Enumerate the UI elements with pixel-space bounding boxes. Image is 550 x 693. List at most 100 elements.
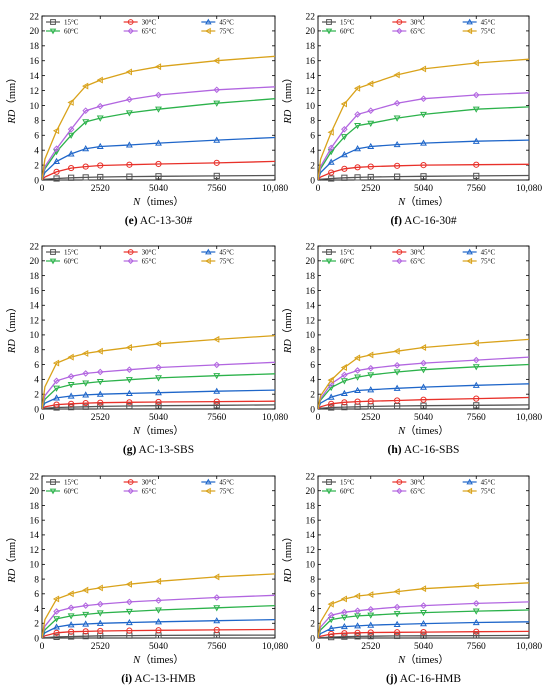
data-point [213,398,220,405]
y-axis-label: RD（mm） [282,302,294,354]
y-tick-label: 20 [306,257,316,267]
series-line [42,628,275,638]
data-point [341,371,348,379]
data-point [213,594,221,601]
data-point [341,126,348,133]
legend-marker [325,258,333,265]
legend: 15°C 30°C 45°C 60°C 65°C 75°C [322,19,495,36]
y-tick-label: 8 [310,575,315,585]
data-point [82,163,89,170]
series-2 [42,159,275,180]
y-axis-label: RD（mm） [282,72,294,124]
legend-label: 30°C [142,479,157,487]
y-tick-label: 20 [30,487,40,497]
y-tick-label: 6 [310,590,315,600]
data-point [420,383,427,390]
data-point [125,608,133,616]
data-point [367,173,374,181]
x-axis-label: N（times） [397,654,449,666]
series-4 [318,608,529,638]
legend-label: 15°C [64,479,79,487]
y-tick-label: 2 [310,620,315,630]
data-point [155,139,162,146]
x-tick-label: 2520 [91,413,110,423]
data-point [340,622,348,630]
y-axis-label: RD（mm） [6,531,18,583]
data-point [67,353,74,361]
data-point [67,373,75,380]
data-point [126,598,133,606]
legend-item: 65°C [123,488,157,496]
data-point [67,126,75,133]
legend-item: 45°C [201,249,234,257]
data-point [328,175,335,182]
legend: 15°C 30°C 45°C 60°C 65°C 75°C [46,19,234,36]
series-line [42,160,275,180]
data-point [472,137,480,144]
legend-label: 65°C [142,488,157,496]
data-point [367,80,374,88]
series-line [318,338,529,409]
legend-marker [466,478,473,485]
data-point [155,389,162,396]
data-point [472,106,480,113]
data-point [126,366,133,374]
legend-label: 30°C [142,249,157,257]
data-point [341,630,348,637]
legend-marker [127,249,134,255]
legend-label: 65°C [410,258,425,266]
series-line [318,139,529,180]
series-5 [42,594,275,638]
series-line [318,404,529,409]
data-point [420,610,427,617]
x-axis-label-main: N [397,426,406,437]
data-point [393,384,401,391]
data-point [340,378,348,385]
data-point [67,150,75,157]
data-point [213,100,221,107]
series-1 [42,172,275,182]
data-point [394,629,401,636]
data-point [353,84,361,92]
data-point [394,397,401,404]
series-3 [318,618,529,638]
y-tick-label: 0 [34,405,39,415]
data-point [155,618,162,625]
data-point [354,398,361,405]
y-tick-label: 22 [306,472,316,482]
legend-marker [50,19,56,25]
data-point [53,608,60,615]
data-point [420,95,427,103]
legend-item: 75°C [462,488,495,496]
legend: 15°C 30°C 45°C 60°C 65°C 75°C [322,479,495,496]
y-tick-label: 8 [34,575,39,585]
series-5 [42,361,275,409]
data-point [213,373,221,380]
series-line [42,373,275,409]
legend-item: 60°C [322,258,355,266]
data-point [82,380,90,387]
data-point [472,339,479,347]
legend-item: 30°C [392,479,425,487]
y-tick-label: 0 [310,634,315,644]
series-line [42,334,275,409]
series-line [42,55,275,180]
data-point [154,63,162,71]
legend-item: 60°C [46,258,79,266]
panel-caption-text: AC-16-SBS [402,444,460,456]
legend-label: 60°C [64,488,79,496]
data-point [354,633,361,640]
data-point [393,369,401,376]
legend-item: 65°C [392,488,425,496]
legend: 15°C 30°C 45°C 60°C 65°C 75°C [46,249,234,266]
data-point [96,600,104,608]
y-axis-label-unit: （mm） [282,72,294,109]
legend-marker [204,257,211,265]
legend-label: 45°C [219,19,234,27]
x-axis-label-main: N [132,655,141,666]
legend-marker [326,479,332,485]
panel-caption: (g) AC-13-SBS [123,444,194,456]
x-tick-label: 5040 [414,184,433,194]
data-point [97,162,104,169]
legend-marker [466,27,473,35]
